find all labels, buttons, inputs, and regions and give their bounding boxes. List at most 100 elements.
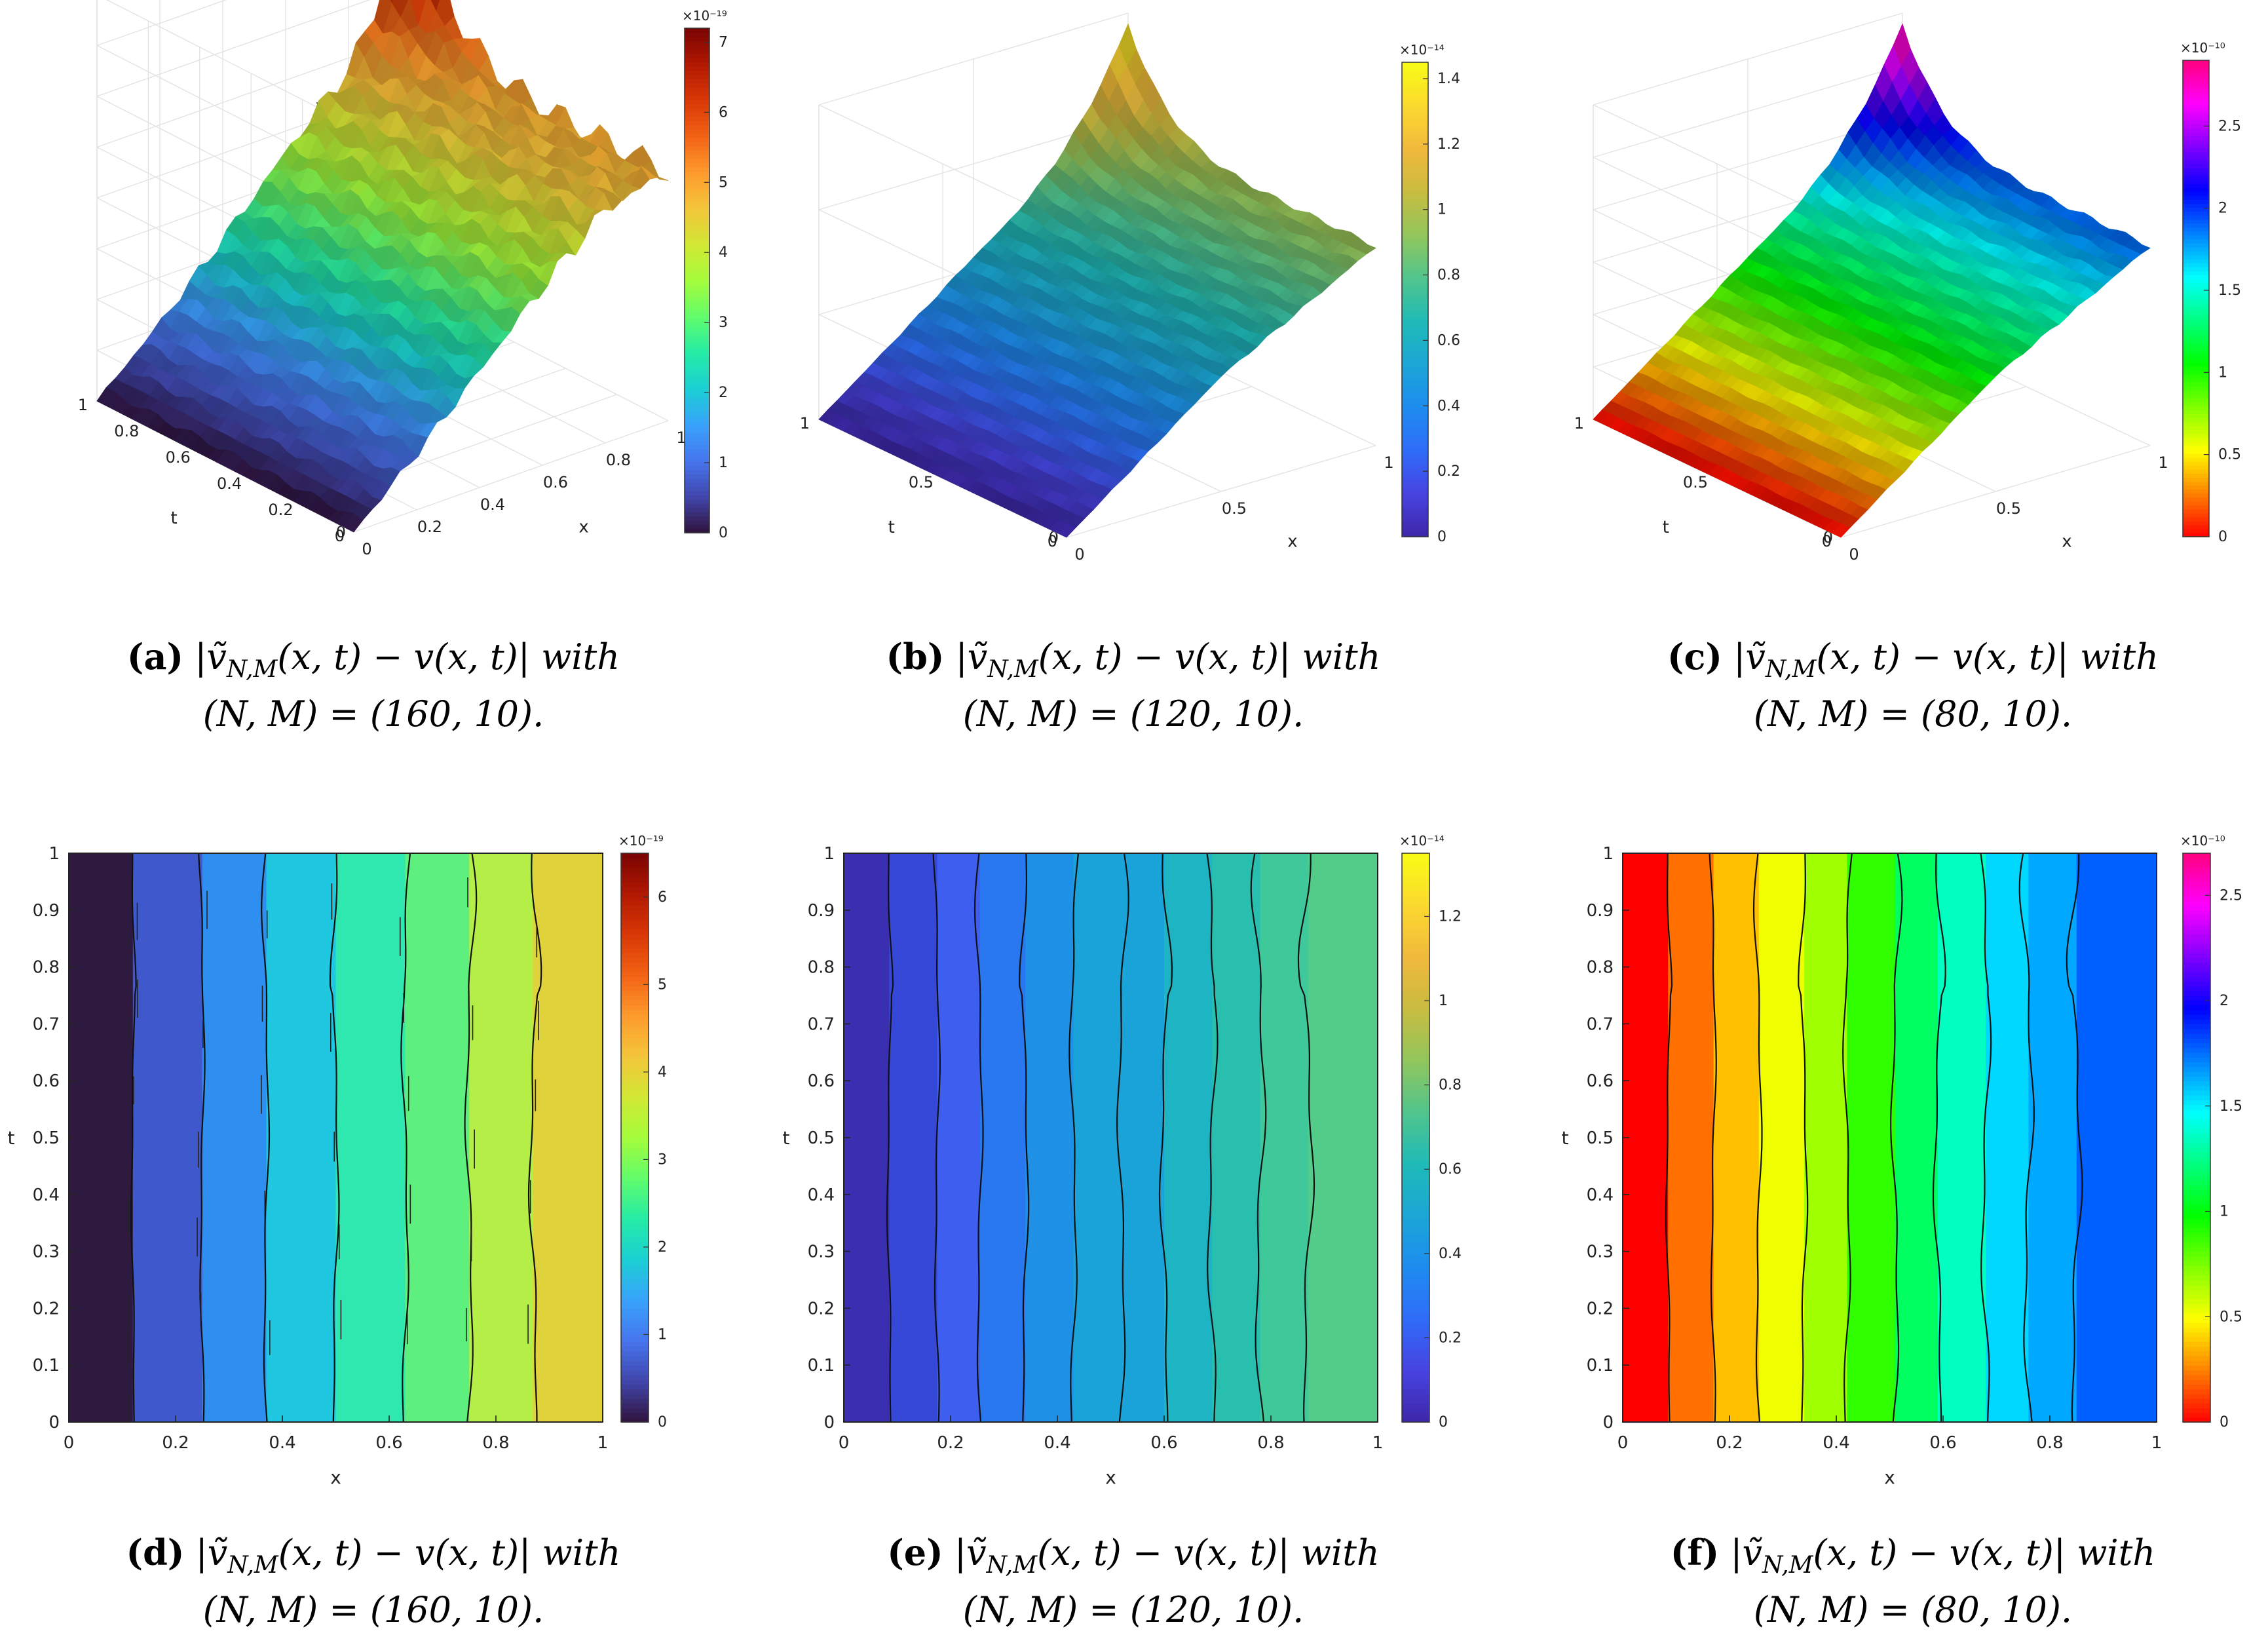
colorbar-segment: [2183, 1204, 2210, 1210]
colorbar-segment: [621, 938, 649, 944]
colorbar-segment: [1402, 1085, 1429, 1091]
colorbar-segment: [621, 1242, 649, 1248]
colorbar-segment: [621, 1374, 649, 1380]
colorbar-segment: [1402, 1151, 1429, 1157]
colorbar-segment: [2183, 60, 2209, 65]
colorbar-segment: [621, 1327, 649, 1333]
colorbar-segment: [2183, 1322, 2210, 1328]
colorbar-segment: [2183, 929, 2210, 934]
colorbar-segment: [1402, 109, 1428, 115]
colorbar-segment: [685, 461, 709, 467]
colorbar-segment: [2183, 1365, 2210, 1371]
caption-a: (a) |ṽN,M(x, t) − v(x, t)| with (N, M) =…: [126, 636, 620, 735]
surface-facet: [430, 0, 440, 12]
colorbar-segment: [1402, 1119, 1429, 1125]
colorbar-segment: [685, 267, 709, 273]
colorbar-segment: [685, 444, 709, 450]
contour-band: [266, 853, 337, 1422]
t-tick-label: 0.8: [114, 422, 139, 440]
colorbar-segment: [1402, 461, 1428, 467]
colorbar-segment: [2183, 88, 2209, 93]
x-tick-label: 0.4: [269, 1433, 295, 1453]
colorbar-segment: [2183, 900, 2210, 906]
colorbar-segment: [1402, 267, 1428, 273]
colorbar-segment: [2183, 1161, 2210, 1167]
colorbar-segment: [1402, 995, 1429, 1001]
y-tick-label: 0.6: [808, 1071, 835, 1091]
colorbar-tick-label: 0: [658, 1414, 667, 1431]
colorbar-segment: [621, 1289, 649, 1295]
y-tick-label: 0.2: [1587, 1299, 1614, 1318]
colorbar-segment: [2183, 414, 2209, 419]
colorbar-segment: [2183, 1317, 2210, 1323]
colorbar-segment: [2183, 924, 2210, 930]
colorbar-segment: [685, 335, 709, 340]
colorbar-segment: [685, 238, 709, 244]
colorbar-segment: [1402, 457, 1428, 463]
colorbar-segment: [621, 1109, 649, 1115]
y-tick-label: 0: [1602, 1413, 1614, 1433]
colorbar-segment: [685, 171, 709, 176]
colorbar-segment: [2183, 1218, 2210, 1223]
colorbar-segment: [2183, 1346, 2210, 1352]
colorbar-segment: [1402, 410, 1428, 415]
colorbar-segment: [2183, 374, 2209, 379]
colorbar-segment: [2183, 1256, 2210, 1261]
x-tick-label: 0.6: [543, 473, 568, 491]
colorbar-segment: [2183, 354, 2209, 359]
colorbar-segment: [2183, 1398, 2210, 1404]
colorbar-segment: [2183, 1227, 2210, 1233]
surface-facet: [390, 0, 394, 4]
colorbar-segment: [2183, 144, 2209, 149]
colorbar-segment: [685, 495, 709, 500]
colorbar-segment: [2183, 1066, 2210, 1072]
colorbar-segment: [685, 150, 709, 155]
colorbar-segment: [2183, 915, 2210, 921]
colorbar-segment: [2183, 967, 2210, 972]
colorbar-segment: [621, 1081, 649, 1087]
colorbar-segment: [2183, 1389, 2210, 1395]
colorbar-tick-label: 2: [2218, 201, 2227, 217]
colorbar-segment: [621, 1227, 649, 1233]
colorbar-segment: [1402, 149, 1428, 154]
colorbar-segment: [2183, 242, 2209, 248]
colorbar-segment: [621, 1303, 649, 1309]
colorbar-segment: [2183, 175, 2209, 180]
colorbar-segment: [621, 1199, 649, 1205]
colorbar-segment: [685, 297, 709, 302]
colorbar-segment: [2183, 461, 2209, 466]
colorbar-segment: [2183, 1223, 2210, 1229]
t-axis-label: t: [1663, 518, 1669, 537]
contour-band: [844, 853, 890, 1422]
colorbar-segment: [1402, 1090, 1429, 1096]
colorbar-tick-label: 4: [719, 244, 728, 261]
contour-band: [1623, 853, 1669, 1422]
colorbar-segment: [685, 276, 709, 281]
y-tick-label: 1: [1602, 844, 1614, 864]
colorbar-segment: [1402, 303, 1428, 308]
y-tick-label: 0.2: [33, 1299, 60, 1318]
colorbar-segment: [621, 1123, 649, 1129]
colorbar-segment: [2183, 1081, 2210, 1087]
colorbar-segment: [1402, 335, 1428, 340]
contour-band: [2028, 853, 2077, 1422]
colorbar-segment: [2183, 962, 2210, 968]
colorbar-segment: [621, 1194, 649, 1200]
colorbar-segment: [1402, 1251, 1429, 1257]
colorbar-segment: [2183, 179, 2209, 184]
colorbar-segment: [685, 432, 709, 437]
colorbar-segment: [2183, 318, 2209, 323]
colorbar-segment: [621, 1138, 649, 1144]
colorbar-segment: [685, 251, 709, 256]
colorbar-segment: [1402, 201, 1428, 205]
colorbar-segment: [1402, 240, 1428, 245]
colorbar-segment: [2183, 981, 2210, 987]
colorbar-segment: [1402, 853, 1429, 859]
panel-b: 00.511.500.5100.51×10⁻¹⁴xt00.20.40.60.81…: [800, 12, 1460, 564]
colorbar-segment: [2183, 167, 2209, 172]
colorbar-segment: [685, 331, 709, 336]
colorbar-segment: [2183, 227, 2209, 232]
colorbar-segment: [621, 981, 649, 987]
colorbar-segment: [1402, 1270, 1429, 1276]
colorbar-segment: [2183, 497, 2209, 502]
